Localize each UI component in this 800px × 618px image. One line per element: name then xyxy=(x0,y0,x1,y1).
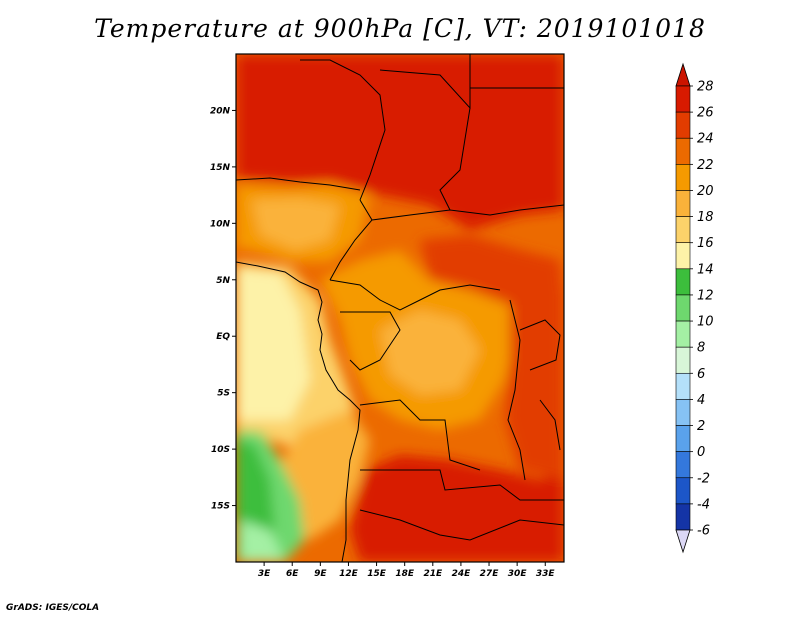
colorbar-segment xyxy=(675,346,691,374)
chart-title: Temperature at 900hPa [C], VT: 201910101… xyxy=(94,14,706,43)
country-borders xyxy=(236,54,564,562)
latitude-axis: 20N 15N 10N 5N EQ 5S 10S 15S xyxy=(210,106,236,512)
colorbar-label: 14 xyxy=(697,262,714,277)
colorbar-segment xyxy=(675,294,691,322)
colorbar-label: 8 xyxy=(697,341,705,356)
lon-tick-label: 15E xyxy=(367,569,387,579)
lon-tick-label: 3E xyxy=(258,569,271,579)
colorbar-top-arrow xyxy=(675,62,691,87)
lat-tick-label: 5S xyxy=(217,389,230,399)
lon-tick-label: 24E xyxy=(452,569,472,579)
lon-tick-label: 30E xyxy=(508,569,528,579)
colorbar-label: 12 xyxy=(697,288,714,303)
colorbar-label: 6 xyxy=(697,367,705,382)
colorbar-label: -6 xyxy=(697,524,710,539)
colorbar-segment xyxy=(675,425,691,452)
colorbar-label: 4 xyxy=(697,393,705,408)
temperature-field xyxy=(236,54,564,562)
footer-credit: GrADS: IGES/COLA xyxy=(6,603,100,613)
colorbar-segment xyxy=(675,477,691,505)
colorbar-label: 10 xyxy=(697,315,714,330)
lat-tick-label: 10S xyxy=(211,445,230,455)
longitude-axis: 3E 6E 9E 12E 15E 18E 21E 24E 27E 30E 33E xyxy=(258,562,556,579)
colorbar-bottom-arrow xyxy=(675,529,691,554)
colorbar-segment xyxy=(675,216,691,244)
colorbar-segment xyxy=(675,164,691,191)
colorbar-label: 0 xyxy=(697,445,705,460)
colorbar-segment xyxy=(675,190,691,217)
colorbar-segment xyxy=(675,242,691,270)
colorbar-segment xyxy=(675,399,691,426)
lat-tick-label: 20N xyxy=(210,106,231,116)
colorbar-segment xyxy=(675,111,691,139)
lon-tick-label: 33E xyxy=(536,569,556,579)
colorbar-segment xyxy=(675,137,691,165)
colorbar-label: 24 xyxy=(697,132,714,147)
colorbar-segment xyxy=(675,85,691,113)
lat-tick-label: 15N xyxy=(210,163,231,173)
lon-tick-label: 12E xyxy=(339,569,359,579)
colorbar-segment xyxy=(675,451,691,479)
lon-tick-label: 9E xyxy=(314,569,327,579)
lat-tick-label: 15S xyxy=(211,502,230,512)
colorbar-segment xyxy=(675,503,691,531)
lat-tick-label: EQ xyxy=(216,332,230,342)
lon-tick-label: 18E xyxy=(395,569,415,579)
colorbar-label: -2 xyxy=(697,471,710,486)
colorbar-label: -4 xyxy=(697,497,710,512)
colorbar-label: 2 xyxy=(697,419,705,434)
lon-tick-label: 6E xyxy=(286,569,299,579)
colorbar-segment xyxy=(675,320,691,348)
lat-tick-label: 10N xyxy=(210,219,231,229)
colorbar-label: 16 xyxy=(697,236,714,251)
map-frame xyxy=(235,53,565,563)
colorbar-label: 18 xyxy=(697,210,714,225)
colorbar-label: 20 xyxy=(697,184,714,199)
colorbar-segment xyxy=(675,372,691,400)
lat-tick-label: 5N xyxy=(216,276,230,286)
colorbar-label: 28 xyxy=(697,80,714,95)
colorbar-label: 22 xyxy=(697,158,714,173)
colorbar-segment xyxy=(675,268,691,296)
colorbar-label: 26 xyxy=(697,106,714,121)
lon-tick-label: 21E xyxy=(423,569,443,579)
lon-tick-label: 27E xyxy=(480,569,500,579)
